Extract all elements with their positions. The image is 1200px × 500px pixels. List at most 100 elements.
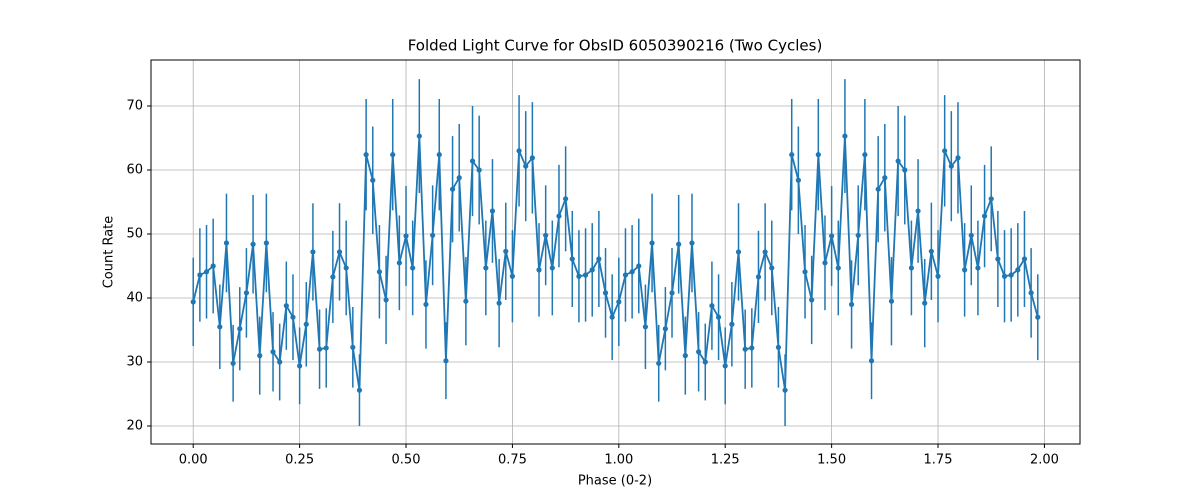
data-point bbox=[543, 232, 549, 238]
data-point bbox=[277, 359, 283, 365]
data-point bbox=[882, 175, 888, 181]
data-point bbox=[815, 152, 821, 158]
x-tick-label: 0.00 bbox=[179, 453, 208, 468]
data-point bbox=[702, 359, 708, 365]
data-point bbox=[370, 177, 376, 183]
data-point bbox=[509, 273, 516, 279]
data-point bbox=[283, 303, 289, 309]
data-point bbox=[197, 272, 203, 278]
data-point bbox=[203, 269, 210, 275]
data-point bbox=[948, 163, 954, 169]
data-point bbox=[1021, 256, 1028, 262]
data-point bbox=[230, 360, 236, 366]
data-point bbox=[609, 314, 615, 320]
data-point bbox=[709, 303, 715, 309]
data-point bbox=[888, 298, 895, 304]
data-point bbox=[981, 213, 988, 219]
data-point bbox=[436, 152, 442, 158]
data-point bbox=[416, 133, 422, 139]
data-point bbox=[336, 249, 343, 255]
data-point bbox=[908, 265, 915, 271]
data-point bbox=[755, 274, 762, 280]
data-point bbox=[902, 167, 908, 173]
data-point bbox=[363, 152, 369, 158]
chart-title: Folded Light Curve for ObsID 6050390216 … bbox=[408, 37, 823, 55]
data-point bbox=[735, 249, 742, 255]
x-axis-label: Phase (0-2) bbox=[578, 474, 652, 489]
x-tick-label: 1.75 bbox=[924, 453, 953, 468]
data-point bbox=[1028, 290, 1034, 296]
y-axis-label: Count Rate bbox=[102, 216, 117, 289]
data-point bbox=[669, 290, 675, 296]
data-point bbox=[489, 208, 496, 214]
data-point bbox=[676, 241, 682, 247]
data-point bbox=[975, 265, 981, 271]
data-point bbox=[316, 346, 323, 352]
data-point bbox=[769, 265, 775, 271]
data-point bbox=[270, 349, 276, 355]
data-point bbox=[922, 300, 928, 306]
data-point bbox=[1035, 314, 1041, 320]
data-point bbox=[463, 298, 469, 304]
x-tick-label: 1.00 bbox=[604, 453, 633, 468]
data-point bbox=[622, 272, 629, 278]
data-point bbox=[602, 290, 609, 296]
data-point bbox=[290, 314, 296, 320]
data-point bbox=[383, 297, 389, 303]
data-point bbox=[403, 233, 409, 239]
data-point bbox=[715, 314, 722, 320]
data-point bbox=[616, 299, 622, 305]
data-point bbox=[1015, 267, 1021, 273]
data-point bbox=[523, 163, 529, 169]
data-point bbox=[190, 299, 196, 305]
data-point bbox=[762, 249, 768, 255]
data-point bbox=[988, 196, 994, 202]
data-point bbox=[802, 269, 808, 275]
data-point bbox=[1008, 272, 1014, 278]
x-tick-label: 2.00 bbox=[1030, 453, 1059, 468]
data-point bbox=[629, 269, 635, 275]
y-tick-label: 70 bbox=[126, 99, 143, 114]
data-point bbox=[855, 232, 861, 238]
data-point bbox=[636, 263, 642, 269]
data-point bbox=[895, 158, 901, 164]
data-point bbox=[649, 240, 655, 246]
data-point bbox=[862, 152, 868, 158]
data-point bbox=[237, 326, 243, 332]
data-point bbox=[868, 358, 875, 364]
data-point bbox=[263, 240, 269, 246]
data-point bbox=[390, 152, 396, 158]
data-point bbox=[323, 345, 329, 351]
x-tick-label: 0.25 bbox=[285, 453, 314, 468]
data-point bbox=[556, 213, 562, 219]
data-point bbox=[529, 155, 535, 161]
data-point bbox=[789, 152, 795, 158]
data-point bbox=[223, 240, 230, 246]
x-tick-label: 0.50 bbox=[392, 453, 421, 468]
y-tick-label: 20 bbox=[126, 419, 143, 434]
data-point bbox=[469, 158, 476, 164]
data-point bbox=[449, 186, 456, 192]
data-point bbox=[410, 265, 416, 271]
data-point bbox=[217, 324, 223, 330]
data-point bbox=[662, 326, 668, 332]
data-point bbox=[423, 301, 429, 308]
data-point bbox=[376, 269, 383, 275]
data-point bbox=[875, 186, 881, 192]
data-point bbox=[589, 267, 595, 273]
data-point bbox=[250, 241, 256, 247]
data-point bbox=[696, 349, 702, 355]
data-point bbox=[829, 233, 835, 239]
data-point bbox=[563, 196, 569, 202]
data-point bbox=[742, 346, 748, 352]
data-point bbox=[915, 208, 921, 214]
data-point bbox=[503, 248, 509, 254]
data-point bbox=[968, 232, 974, 238]
data-point bbox=[942, 148, 948, 154]
data-point bbox=[775, 344, 782, 350]
data-point bbox=[995, 256, 1001, 262]
data-point bbox=[782, 387, 788, 393]
data-point bbox=[809, 297, 815, 303]
data-point bbox=[822, 260, 828, 266]
